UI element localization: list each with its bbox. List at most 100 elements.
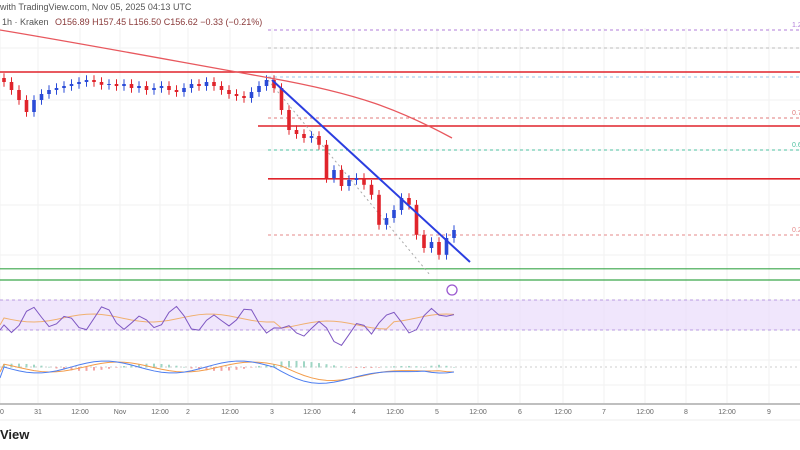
- macd-histogram-bar: [430, 365, 433, 368]
- candle-body: [452, 230, 456, 238]
- fib-level-label: 0.7: [792, 110, 800, 117]
- high-value: H157.45: [92, 17, 127, 27]
- macd-histogram-bar: [25, 363, 28, 368]
- candle-body: [249, 92, 254, 98]
- price-chart[interactable]: 1.2 0.7 0.6 0.2 30 31 12:00 Nov 12:00 2 12:00 3 12:…: [0, 0, 800, 425]
- x-axis: 30 31 12:00 Nov 12:00 2 12:00 3 12:00 4 12:00 5 12:0…: [0, 403, 800, 421]
- macd-histogram-bar: [265, 364, 268, 368]
- candle-body: [257, 86, 261, 92]
- macd-histogram-bar: [453, 366, 455, 368]
- macd-histogram-bar: [295, 360, 298, 368]
- candle-body: [122, 84, 126, 86]
- x-tick-label: 7: [602, 409, 606, 416]
- macd-histogram-bar: [153, 363, 155, 368]
- candle-body: [234, 94, 239, 96]
- candle-body: [197, 84, 201, 86]
- macd-histogram-bar: [363, 367, 365, 369]
- macd-histogram-bar: [205, 367, 208, 371]
- macd-signal-line: [0, 361, 455, 381]
- x-tick-label: 5: [435, 409, 439, 416]
- x-tick-label: 12:00: [636, 409, 654, 416]
- macd-histogram-bar: [70, 367, 73, 371]
- candle-body: [9, 82, 14, 90]
- candle-body: [39, 94, 44, 100]
- candle-body: [152, 88, 156, 90]
- candle-body: [429, 242, 434, 248]
- candle-body: [144, 86, 149, 90]
- macd-histogram-bar: [258, 365, 260, 368]
- x-tick-label: 12:00: [303, 409, 321, 416]
- macd-histogram-bar: [220, 367, 223, 371]
- candle-body: [264, 80, 269, 86]
- candle-body: [212, 82, 216, 86]
- grid: [0, 28, 800, 403]
- candle-body: [399, 198, 404, 210]
- macd-histogram-bar: [78, 367, 80, 371]
- overlays: [0, 29, 471, 296]
- candle-body: [294, 130, 299, 134]
- macd-histogram-bar: [288, 360, 290, 368]
- macd-line: [0, 360, 455, 384]
- candle-body: [444, 238, 449, 255]
- candle-body: [324, 144, 329, 178]
- candle-body: [422, 234, 426, 248]
- macd-histogram-bar: [235, 367, 238, 370]
- macd-histogram-bar: [213, 367, 215, 371]
- macd-histogram-bar: [108, 367, 110, 369]
- macd-histogram-bar: [408, 365, 410, 368]
- macd-histogram-bar: [273, 364, 275, 368]
- ohlc-legend: 1h · Kraken O156.89 H157.45 L156.50 C156…: [2, 17, 262, 27]
- bearish-trend-line: [271, 79, 471, 263]
- x-tick-label: 12:00: [469, 409, 487, 416]
- macd-histogram-bar: [385, 366, 388, 368]
- x-tick-label: 31: [34, 409, 42, 416]
- macd-histogram-bar: [160, 363, 163, 368]
- candle-body: [17, 90, 21, 100]
- x-tick-label: 9: [767, 409, 771, 416]
- x-tick-label: 8: [684, 409, 688, 416]
- x-tick-label: 12:00: [151, 409, 169, 416]
- macd-histogram-bar: [100, 367, 103, 370]
- macd-histogram-bar: [303, 361, 305, 368]
- open-value: O156.89: [55, 17, 90, 27]
- macd-histogram-bar: [318, 363, 320, 368]
- candle-body: [167, 86, 171, 90]
- candle-body: [302, 134, 306, 138]
- macd-histogram-bar: [93, 367, 95, 371]
- macd-histogram-bar: [55, 367, 58, 369]
- x-tick-label: 2: [186, 409, 190, 416]
- candle-body: [347, 180, 351, 186]
- candle-body: [287, 110, 291, 130]
- macd-histogram-bar: [423, 366, 425, 368]
- macd-histogram-bar: [348, 367, 350, 368]
- candle-body: [339, 170, 344, 186]
- x-tick-label: 12:00: [718, 409, 736, 416]
- rsi-panel: [0, 299, 800, 346]
- macd-histogram-bar: [190, 367, 193, 369]
- macd-histogram-bar: [123, 365, 125, 368]
- replay-icon: [446, 284, 458, 296]
- candle-body: [2, 78, 6, 82]
- macd-histogram-bar: [280, 361, 283, 368]
- macd-histogram-bar: [340, 366, 343, 368]
- macd-histogram-bar: [393, 366, 395, 368]
- candle-body: [47, 90, 51, 94]
- macd-histogram-bar: [355, 367, 358, 368]
- x-tick-label: 12:00: [386, 409, 404, 416]
- candle-body: [219, 86, 224, 90]
- change-value: −0.33 (−0.21%): [200, 17, 263, 27]
- candle-body: [204, 82, 209, 86]
- rsi-band: [0, 300, 800, 330]
- macd-histogram-bar: [138, 364, 140, 368]
- candle-body: [242, 96, 246, 98]
- candle-body: [377, 194, 381, 225]
- candle-body: [272, 80, 276, 88]
- candle-body: [279, 88, 284, 110]
- rsi-ma-line: [0, 313, 455, 330]
- moving-average-line: [0, 29, 453, 139]
- macd-histogram-bar: [33, 364, 35, 368]
- x-tick-label: 12:00: [554, 409, 572, 416]
- brand-logo-text: View: [0, 427, 30, 442]
- candle-body: [159, 86, 164, 88]
- macd-histogram-bar: [48, 366, 50, 368]
